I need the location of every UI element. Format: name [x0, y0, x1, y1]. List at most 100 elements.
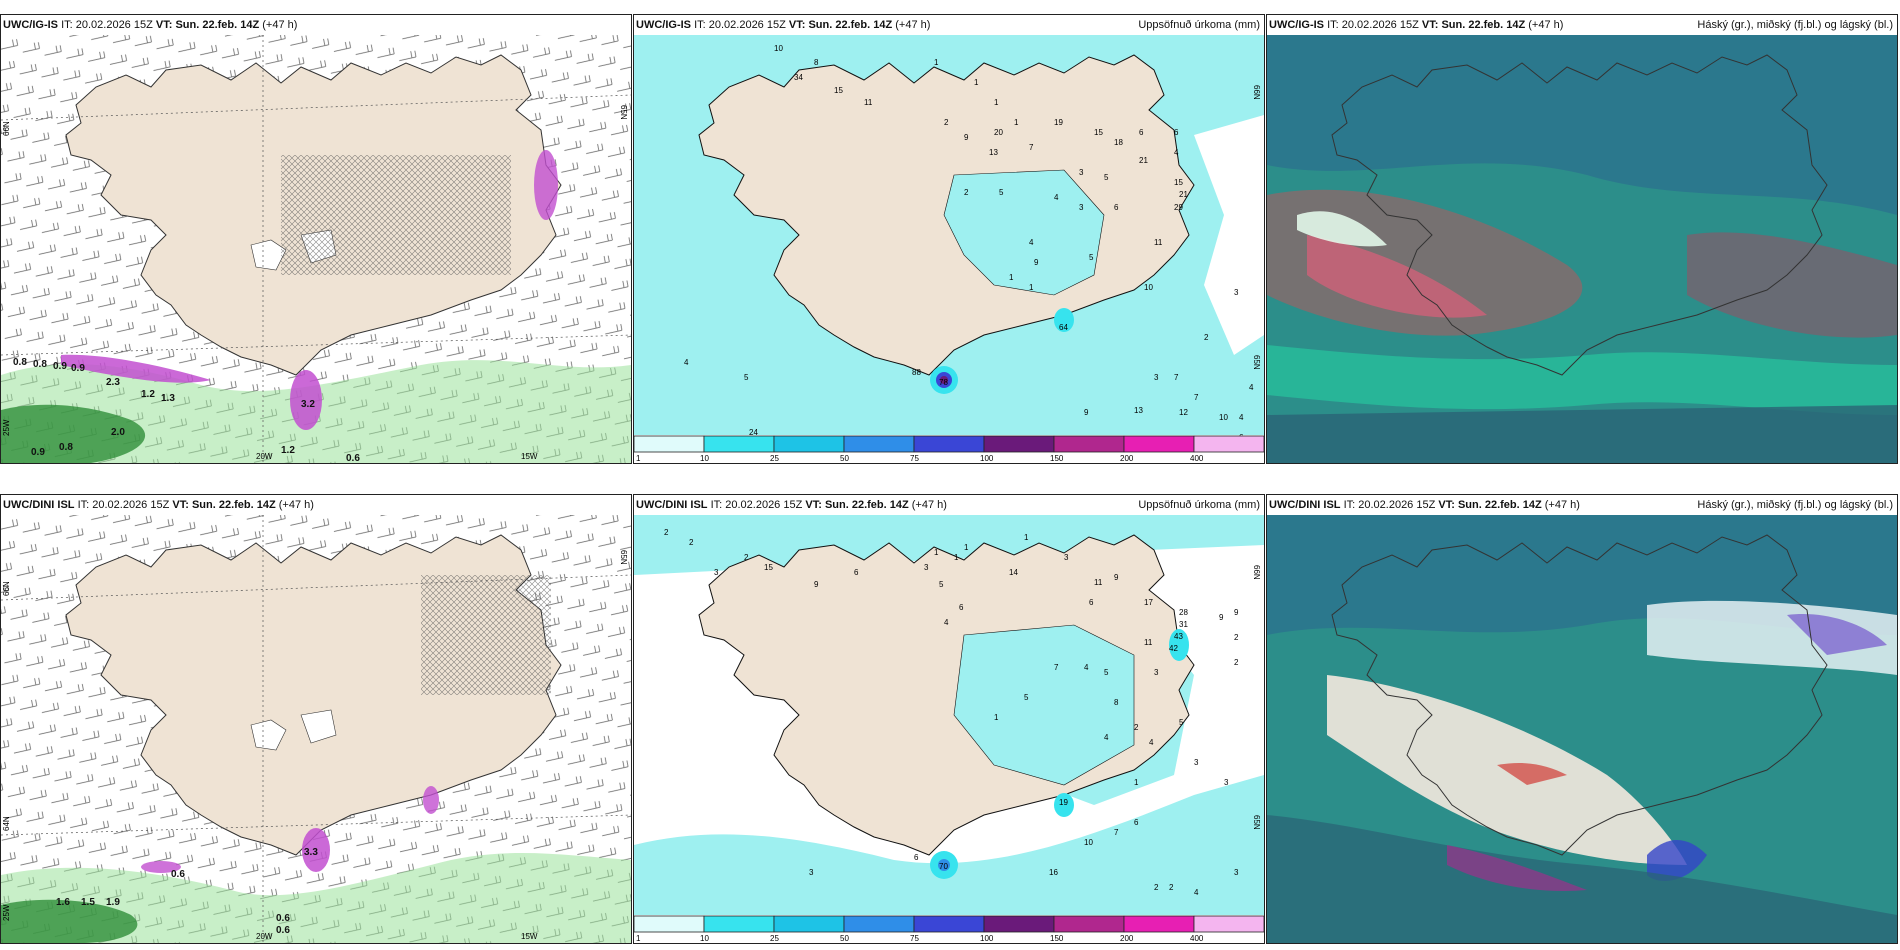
panel-header: UWC/DINI ISL IT: 20.02.2026 15Z VT: Sun.… — [1, 495, 631, 515]
precip-value: 9 — [964, 133, 969, 142]
precip-value: 2 — [744, 553, 749, 562]
lon-label-15w: 15W — [521, 452, 538, 461]
precip-value: 5 — [1024, 693, 1029, 702]
precip-value: 3 — [1154, 373, 1159, 382]
precip-value: 43 — [1174, 632, 1183, 641]
panel-header: UWC/DINI ISL IT: 20.02.2026 15Z VT: Sun.… — [634, 495, 1264, 515]
precip-value: 1 — [934, 548, 939, 557]
precip-value: 21 — [1179, 190, 1188, 199]
precip-value: 20 — [994, 128, 1003, 137]
precip-value: 19 — [1059, 798, 1068, 807]
precip-value: 1 — [994, 98, 999, 107]
precip-value: 78 — [939, 378, 948, 387]
precip-value: 6 — [1114, 203, 1119, 212]
legend-label: 150 — [1050, 454, 1064, 463]
panel-header: UWC/IG-IS IT: 20.02.2026 15Z VT: Sun. 22… — [1267, 15, 1897, 35]
precip-value: 3 — [1194, 758, 1199, 767]
lon-label-20w: 20W — [256, 452, 273, 461]
precip-value: 15 — [1174, 178, 1183, 187]
precip-value: 3 — [924, 563, 929, 572]
value-label: 0.8 — [33, 359, 47, 370]
panel-header: UWC/IG-IS IT: 20.02.2026 15Z VT: Sun. 22… — [634, 15, 1264, 35]
value-label: 3.3 — [304, 847, 318, 858]
legend-swatch — [634, 435, 705, 453]
precip-value: 6 — [1089, 598, 1094, 607]
legend-swatch — [1123, 915, 1195, 933]
precip-value: 13 — [989, 148, 998, 157]
legend-label: 10 — [700, 934, 709, 943]
precip-value: 5 — [1179, 718, 1184, 727]
legend-label: 1 — [636, 454, 641, 463]
precip-value: 9 — [1084, 408, 1089, 417]
map-panel-precip-igis: UWC/IG-IS IT: 20.02.2026 15Z VT: Sun. 22… — [633, 14, 1265, 464]
precip-value: 9 — [814, 580, 819, 589]
lat-label-66: 66N — [2, 121, 11, 136]
precip-value: 1 — [1134, 778, 1139, 787]
precip-value: 5 — [939, 580, 944, 589]
precip-value: 4 — [1104, 733, 1109, 742]
value-label: 0.9 — [71, 363, 85, 374]
value-label: 0.6 — [346, 453, 360, 463]
precip-value: 2 — [1234, 633, 1239, 642]
lat-label-64: 64N — [2, 816, 11, 831]
precip-value: 8 — [814, 58, 819, 67]
legend-label: 75 — [910, 454, 919, 463]
precip-value: 11 — [1144, 638, 1153, 647]
legend-swatch — [773, 915, 845, 933]
lat-label-66: 66N — [1252, 85, 1261, 100]
value-label: 3.2 — [301, 399, 315, 410]
lon-label-15w: 15W — [521, 932, 538, 941]
precip-value: 1 — [1024, 533, 1029, 542]
precip-value: 15 — [1094, 128, 1103, 137]
precip-value: 3 — [1079, 203, 1084, 212]
legend-label: 75 — [910, 934, 919, 943]
lon-label-25w: 25W — [2, 419, 11, 436]
legend-label: 200 — [1120, 454, 1134, 463]
precip-value: 9 — [1219, 613, 1224, 622]
map-panel-precip-dini: UWC/DINI ISL IT: 20.02.2026 15Z VT: Sun.… — [633, 494, 1265, 944]
precip-value: 6 — [959, 603, 964, 612]
wind-map: 66N 65N 25W 20W 15W 0.8 0.8 0.9 0.9 2.3 … — [1, 35, 631, 463]
precip-value: 6 — [914, 853, 919, 862]
legend-swatch — [1123, 435, 1195, 453]
legend-label: 400 — [1190, 934, 1204, 943]
precip-value: 16 — [1049, 868, 1058, 877]
precip-value: 29 — [1174, 203, 1183, 212]
precip-value: 24 — [749, 428, 758, 437]
precip-value: 4 — [1149, 738, 1154, 747]
precip-value: 11 — [864, 98, 873, 107]
cloud-map — [1267, 35, 1897, 463]
precip-value: 6 — [1174, 128, 1179, 137]
precip-value: 4 — [1194, 888, 1199, 897]
precip-value: 7 — [1174, 373, 1179, 382]
precip-value: 2 — [1154, 883, 1159, 892]
legend-label: 50 — [840, 454, 849, 463]
precip-value: 18 — [1114, 138, 1123, 147]
precip-value: 1 — [974, 78, 979, 87]
value-label: 0.8 — [59, 442, 73, 453]
value-label: 1.3 — [161, 393, 175, 404]
precip-map: 2 2 1 2 15 9 3 6 1 1 3 5 6 4 1 14 3 11 9… — [634, 515, 1264, 925]
precip-value: 1 — [954, 553, 959, 562]
precip-value: 3 — [1154, 668, 1159, 677]
precip-value: 19 — [1054, 118, 1063, 127]
panel-header: UWC/DINI ISL IT: 20.02.2026 15Z VT: Sun.… — [1267, 495, 1897, 515]
value-label: 0.6 — [276, 925, 290, 936]
precip-value: 9 — [1114, 573, 1119, 582]
precip-value: 15 — [764, 563, 773, 572]
lat-label-66: 66N — [2, 581, 11, 596]
precip-value: 2 — [1204, 333, 1209, 342]
precip-value: 2 — [964, 188, 969, 197]
lon-label-25w: 25W — [2, 904, 11, 921]
precip-value: 13 — [1134, 406, 1143, 415]
lon-label-20w: 20W — [256, 932, 273, 941]
precip-value: 1 — [1029, 283, 1034, 292]
precip-value: 3 — [714, 568, 719, 577]
precip-value: 3 — [1234, 288, 1239, 297]
precip-value: 88 — [912, 368, 921, 377]
legend-swatch — [703, 435, 775, 453]
precip-value: 14 — [1009, 568, 1018, 577]
legend-label: 1 — [636, 934, 641, 943]
legend-swatch — [1193, 435, 1264, 453]
cloud-map — [1267, 515, 1897, 943]
